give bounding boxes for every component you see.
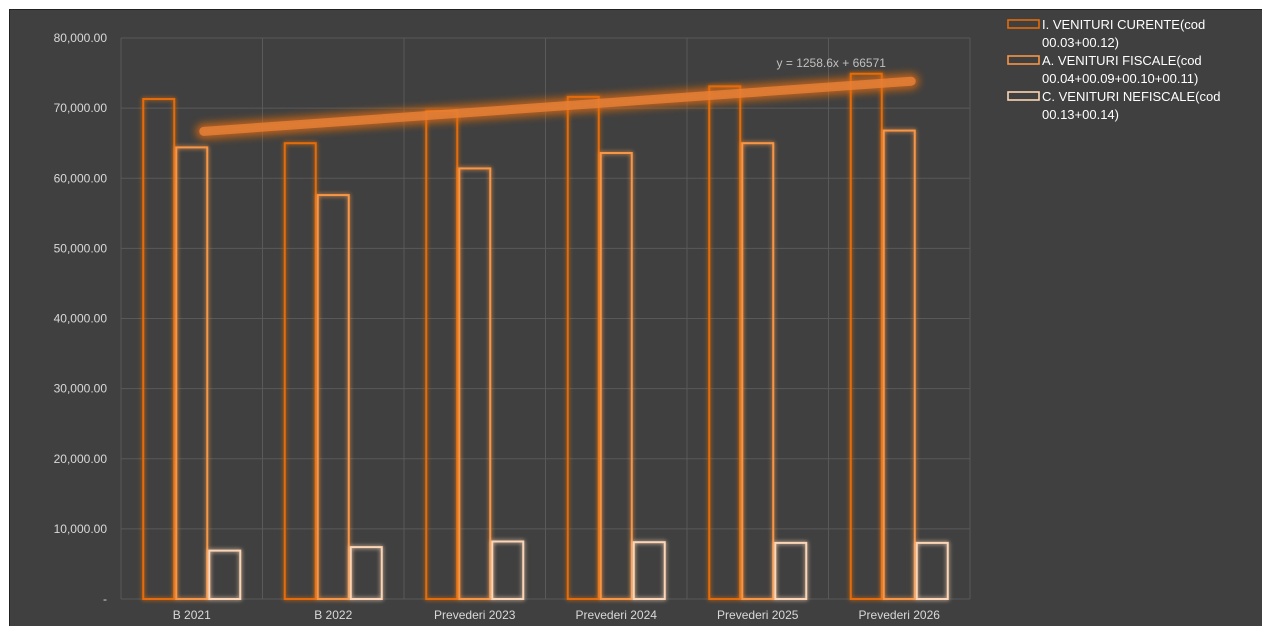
bar — [742, 143, 773, 599]
bar — [709, 86, 740, 599]
legend-entry-label: 00.13+00.14) — [1042, 107, 1119, 122]
y-tick-label: 80,000.00 — [54, 31, 108, 45]
legend-swatch — [1008, 20, 1039, 28]
bar — [775, 543, 806, 599]
legend-entry-label: 00.03+00.12) — [1042, 35, 1119, 50]
legend-entry-label: 00.04+00.09+00.10+00.11) — [1042, 71, 1198, 86]
trendline-core — [204, 81, 912, 131]
legend-swatch — [1008, 92, 1039, 100]
y-tick-label: 60,000.00 — [54, 171, 108, 185]
bar — [351, 547, 382, 599]
bar — [426, 111, 457, 599]
bar — [851, 74, 882, 599]
y-tick-label: 10,000.00 — [54, 522, 108, 536]
trendline-equation: y = 1258.6x + 66571 — [777, 56, 887, 70]
y-tick-label: 50,000.00 — [54, 241, 108, 255]
x-tick-label: Prevederi 2024 — [576, 608, 658, 622]
legend-entry-label: C. VENITURI NEFISCALE(cod — [1042, 89, 1220, 104]
y-tick-label: 70,000.00 — [54, 101, 108, 115]
x-tick-label: Prevederi 2025 — [717, 608, 799, 622]
legend-swatch — [1008, 56, 1039, 64]
bar — [459, 168, 490, 599]
legend-entry-label: I. VENITURI CURENTE(cod — [1042, 17, 1205, 32]
chart-area: y = 1258.6x + 66571 - 10,000.00 20,000.00 3… — [9, 9, 1262, 626]
bar — [634, 542, 665, 599]
y-tick-label: 30,000.00 — [54, 382, 108, 396]
y-tick-label: - — [103, 592, 107, 606]
y-tick-label: 20,000.00 — [54, 452, 108, 466]
x-tick-label: Prevederi 2026 — [859, 608, 941, 622]
bar — [917, 543, 948, 599]
x-tick-label: B 2022 — [314, 608, 352, 622]
bar — [285, 143, 316, 599]
bar — [492, 541, 523, 599]
bar — [318, 195, 349, 599]
legend-entry-label: A. VENITURI FISCALE(cod — [1042, 53, 1202, 68]
bar — [601, 153, 632, 599]
bar-chart: y = 1258.6x + 66571 - 10,000.00 20,000.00 3… — [10, 10, 1262, 626]
bar — [568, 97, 599, 599]
x-tick-label: B 2021 — [173, 608, 211, 622]
x-tick-label: Prevederi 2023 — [434, 608, 516, 622]
y-tick-label: 40,000.00 — [54, 312, 108, 326]
bar — [176, 147, 207, 599]
bar — [143, 99, 174, 599]
bar — [209, 551, 240, 599]
